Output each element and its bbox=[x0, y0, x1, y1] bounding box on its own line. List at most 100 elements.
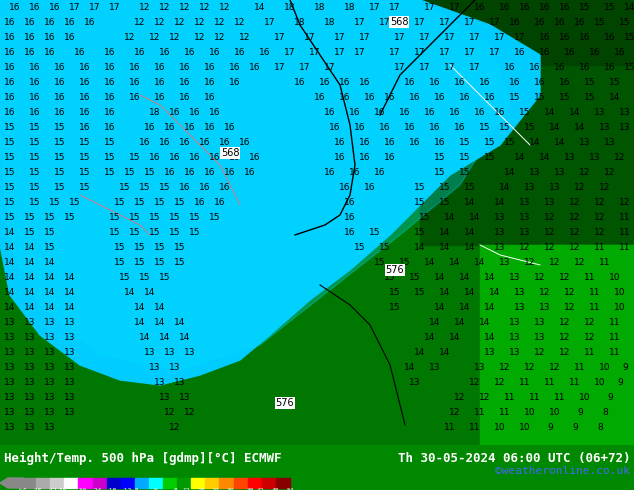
Text: 14: 14 bbox=[159, 333, 171, 343]
Text: 16: 16 bbox=[194, 198, 206, 207]
Text: 16: 16 bbox=[559, 78, 571, 88]
Text: 17: 17 bbox=[419, 64, 430, 73]
Text: 16: 16 bbox=[44, 19, 56, 27]
Text: 16: 16 bbox=[24, 33, 36, 43]
Text: 14: 14 bbox=[484, 333, 496, 343]
Text: 13: 13 bbox=[554, 169, 566, 177]
Text: 15: 15 bbox=[434, 169, 446, 177]
Text: 14: 14 bbox=[24, 273, 36, 282]
Text: 15: 15 bbox=[354, 244, 366, 252]
Text: 17: 17 bbox=[359, 33, 371, 43]
Bar bbox=[233, 478, 248, 488]
Text: 12: 12 bbox=[214, 19, 226, 27]
Text: Th 30-05-2024 06:00 UTC (06+72): Th 30-05-2024 06:00 UTC (06+72) bbox=[398, 452, 630, 465]
Text: 13: 13 bbox=[64, 364, 75, 372]
Text: 16: 16 bbox=[344, 228, 356, 238]
Text: 13: 13 bbox=[514, 289, 526, 297]
Text: 16: 16 bbox=[450, 108, 461, 118]
Text: 8: 8 bbox=[174, 489, 178, 490]
Text: 12: 12 bbox=[549, 258, 560, 268]
Text: 16: 16 bbox=[55, 94, 66, 102]
Text: 15: 15 bbox=[79, 153, 91, 163]
Text: 16: 16 bbox=[29, 108, 41, 118]
Text: 17: 17 bbox=[379, 19, 391, 27]
Text: 13: 13 bbox=[4, 318, 16, 327]
Bar bbox=[79, 478, 93, 488]
Text: 15: 15 bbox=[139, 273, 151, 282]
Polygon shape bbox=[0, 0, 540, 385]
Bar bbox=[22, 478, 36, 488]
Text: 16: 16 bbox=[199, 183, 210, 193]
Text: 13: 13 bbox=[544, 198, 556, 207]
Text: 12: 12 bbox=[594, 228, 605, 238]
Text: 16: 16 bbox=[219, 183, 231, 193]
Text: 14: 14 bbox=[4, 289, 16, 297]
Text: 16: 16 bbox=[4, 108, 16, 118]
Text: 13: 13 bbox=[159, 393, 171, 402]
Text: 12: 12 bbox=[450, 409, 461, 417]
Text: 16: 16 bbox=[334, 139, 346, 147]
Bar bbox=[480, 245, 634, 445]
Text: 13: 13 bbox=[44, 318, 56, 327]
Text: 15: 15 bbox=[4, 139, 16, 147]
Text: 15: 15 bbox=[109, 214, 120, 222]
Bar bbox=[135, 478, 149, 488]
Text: 16: 16 bbox=[249, 153, 261, 163]
Text: 16: 16 bbox=[55, 78, 66, 88]
Text: 17: 17 bbox=[284, 49, 295, 57]
Text: 16: 16 bbox=[429, 123, 441, 132]
Text: 15: 15 bbox=[104, 139, 116, 147]
Text: 15: 15 bbox=[169, 228, 181, 238]
Text: 12: 12 bbox=[239, 33, 250, 43]
Text: 14: 14 bbox=[450, 333, 461, 343]
Text: 12: 12 bbox=[619, 198, 631, 207]
Text: 13: 13 bbox=[519, 228, 531, 238]
Text: 14: 14 bbox=[64, 303, 75, 313]
Text: 13: 13 bbox=[410, 378, 421, 388]
Text: 13: 13 bbox=[145, 348, 156, 357]
Text: 14: 14 bbox=[479, 318, 491, 327]
Text: 16: 16 bbox=[244, 169, 256, 177]
Text: 16: 16 bbox=[129, 64, 141, 73]
Text: 15: 15 bbox=[459, 153, 471, 163]
Text: 10: 10 bbox=[614, 289, 626, 297]
Text: 11: 11 bbox=[609, 333, 621, 343]
Polygon shape bbox=[0, 0, 510, 370]
Text: 11: 11 bbox=[585, 273, 596, 282]
Text: 16: 16 bbox=[104, 49, 116, 57]
Text: 17: 17 bbox=[464, 49, 476, 57]
Text: 13: 13 bbox=[24, 348, 36, 357]
Text: 12: 12 bbox=[564, 303, 576, 313]
Text: 15: 15 bbox=[509, 94, 521, 102]
Text: 30: 30 bbox=[227, 489, 234, 490]
Text: 14: 14 bbox=[439, 289, 451, 297]
Text: 15: 15 bbox=[49, 198, 61, 207]
Text: 11: 11 bbox=[589, 289, 601, 297]
Text: 12: 12 bbox=[534, 348, 546, 357]
Text: 13: 13 bbox=[4, 423, 16, 432]
Text: 15: 15 bbox=[484, 153, 496, 163]
Text: 15: 15 bbox=[139, 183, 151, 193]
Text: 18: 18 bbox=[324, 19, 336, 27]
Text: 11: 11 bbox=[569, 378, 581, 388]
Text: -18: -18 bbox=[106, 489, 117, 490]
Text: 16: 16 bbox=[234, 49, 246, 57]
Text: 13: 13 bbox=[619, 108, 631, 118]
Text: -12: -12 bbox=[120, 489, 132, 490]
Text: 15: 15 bbox=[604, 3, 616, 13]
Text: 9: 9 bbox=[622, 364, 628, 372]
Text: 15: 15 bbox=[55, 169, 66, 177]
Text: 12: 12 bbox=[524, 364, 536, 372]
Text: 15: 15 bbox=[585, 94, 596, 102]
Text: 13: 13 bbox=[44, 393, 56, 402]
Text: 16: 16 bbox=[209, 153, 221, 163]
Text: 14: 14 bbox=[500, 183, 511, 193]
Text: 16: 16 bbox=[29, 64, 41, 73]
Text: 15: 15 bbox=[114, 198, 126, 207]
Text: 15: 15 bbox=[174, 258, 186, 268]
Text: 13: 13 bbox=[474, 364, 486, 372]
Text: 16: 16 bbox=[79, 123, 91, 132]
Text: 16: 16 bbox=[179, 94, 191, 102]
Text: 13: 13 bbox=[4, 348, 16, 357]
Text: 14: 14 bbox=[549, 123, 560, 132]
